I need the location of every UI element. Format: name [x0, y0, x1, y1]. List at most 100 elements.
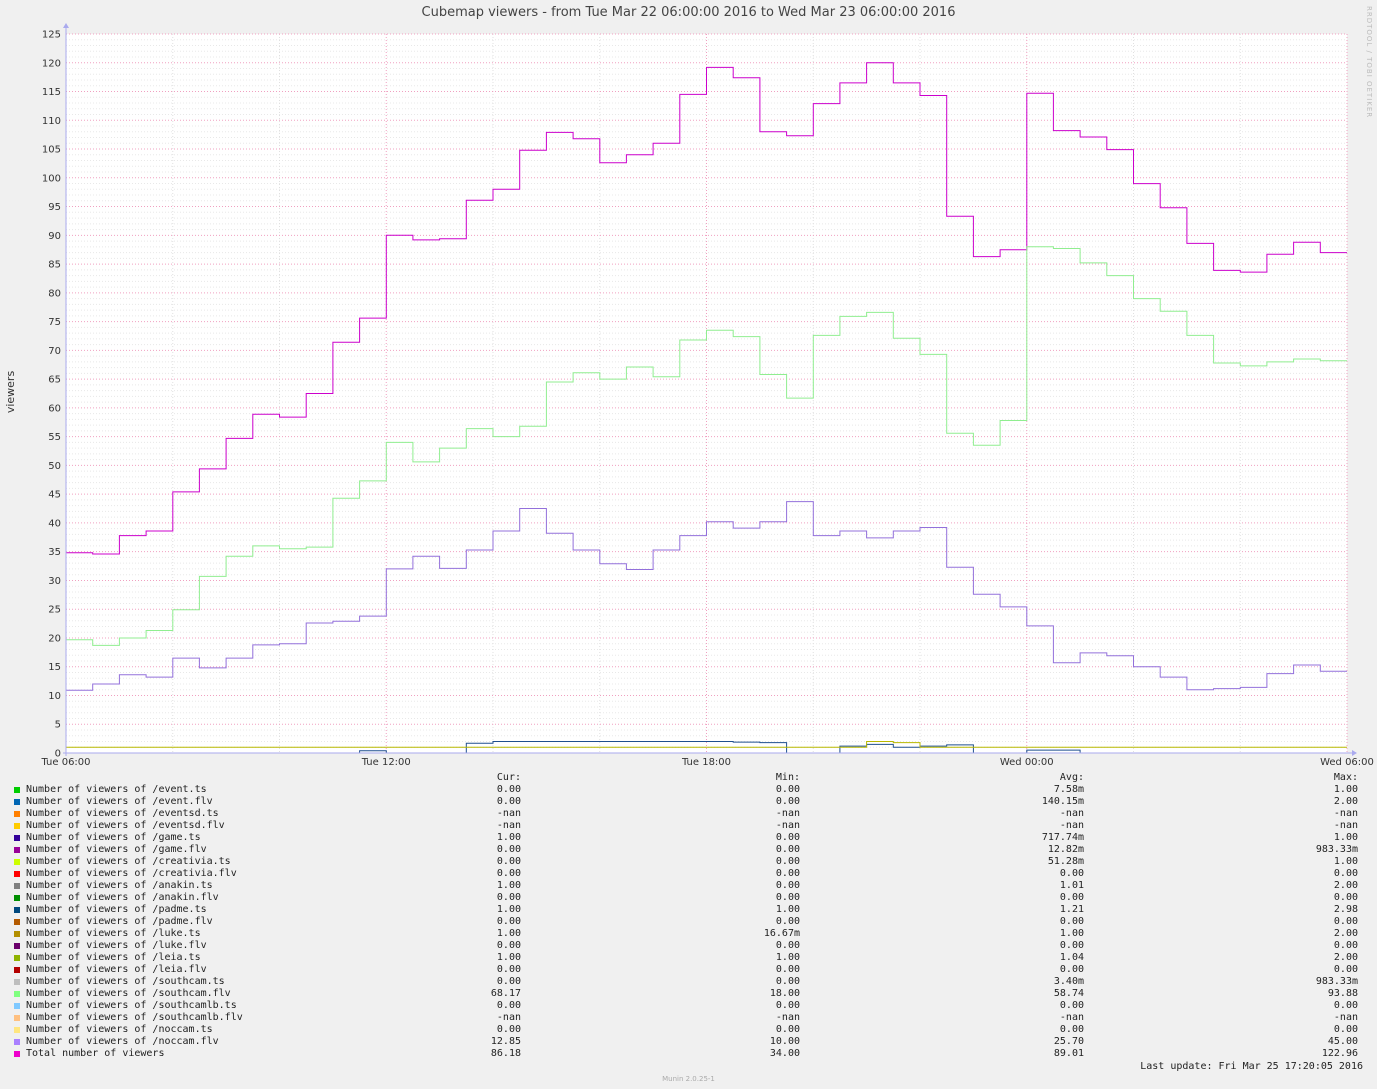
legend-avg-value: 58.74 — [1053, 988, 1084, 999]
y-tick-label: 45 — [48, 490, 61, 501]
legend-swatch — [14, 991, 20, 997]
munin-version-footer: Munin 2.0.25-1 — [662, 1075, 715, 1083]
legend-swatch — [14, 1027, 20, 1033]
y-tick-label: 0 — [55, 749, 61, 760]
y-axis-arrow — [63, 23, 69, 28]
legend-max-value: 0.00 — [1333, 916, 1358, 927]
legend-series-name: Number of viewers of /padme.flv — [26, 916, 213, 927]
legend-max-value: 0.00 — [1333, 892, 1358, 903]
legend-max-value: -nan — [1333, 1012, 1358, 1023]
legend-min-value: 0.00 — [775, 1000, 800, 1011]
legend-min-value: 0.00 — [775, 832, 800, 843]
legend-series-name: Number of viewers of /luke.ts — [26, 928, 201, 939]
legend-max-value: 0.00 — [1333, 1024, 1358, 1035]
legend-series-name: Number of viewers of /anakin.ts — [26, 880, 213, 891]
legend-series-name: Number of viewers of /game.flv — [26, 844, 207, 855]
legend-min-value: 0.00 — [775, 868, 800, 879]
x-tick-label: Tue 18:00 — [681, 757, 731, 768]
legend-row: Number of viewers of /anakin.ts 1.00 0.00 1… — [0, 880, 1377, 892]
legend-max-value: 1.00 — [1333, 832, 1358, 843]
y-tick-label: 90 — [48, 231, 61, 242]
legend-cur-value: 1.00 — [496, 880, 521, 891]
legend-row: Number of viewers of /eventsd.ts -nan -nan… — [0, 808, 1377, 820]
legend-max-value: -nan — [1333, 808, 1358, 819]
y-tick-label: 10 — [48, 691, 61, 702]
legend-swatch — [14, 1015, 20, 1021]
legend-row: Number of viewers of /game.flv 0.00 0.00 12… — [0, 844, 1377, 856]
legend-avg-value: 1.01 — [1059, 880, 1084, 891]
legend-avg-value: -nan — [1059, 808, 1084, 819]
legend-cur-value: 0.00 — [496, 868, 521, 879]
legend-cur-value: 0.00 — [496, 892, 521, 903]
legend-row: Number of viewers of /southcamlb.flv -nan… — [0, 1012, 1377, 1024]
legend-max-value: 983.33m — [1315, 844, 1358, 855]
y-tick-label: 120 — [42, 58, 61, 69]
legend-series-name: Number of viewers of /leia.ts — [26, 952, 201, 963]
legend-min-value: 34.00 — [769, 1048, 800, 1059]
legend-swatch — [14, 1051, 20, 1057]
legend-row: Total number of viewers 86.18 34.00 89.01 12… — [0, 1048, 1377, 1060]
line-chart: 0 5 10 15 20 25 30 35 40 45 50 55 60 65 70 75 80 85 90 95 10… — [4, 23, 1374, 768]
legend-swatch — [14, 1039, 20, 1045]
legend-swatch — [14, 847, 20, 853]
legend-cur-value: 1.00 — [496, 928, 521, 939]
legend-min-value: 16.67m — [763, 928, 800, 939]
legend-series-name: Number of viewers of /leia.flv — [26, 964, 207, 975]
x-tick-label: Tue 06:00 — [40, 757, 90, 768]
legend-swatch — [14, 1003, 20, 1009]
y-tick-label: 15 — [48, 662, 61, 673]
legend-swatch — [14, 835, 20, 841]
legend-min-value: 0.00 — [775, 856, 800, 867]
y-tick-label: 80 — [48, 288, 61, 299]
legend-row: Number of viewers of /southcam.flv 68.17 1… — [0, 988, 1377, 1000]
legend-cur-value: 0.00 — [496, 916, 521, 927]
x-tick-label: Wed 06:00 — [1320, 757, 1374, 768]
legend-series-name: Number of viewers of /southcamlb.ts — [26, 1000, 237, 1011]
legend-max-value: 2.00 — [1333, 796, 1358, 807]
legend-max-value: 0.00 — [1333, 868, 1358, 879]
legend-avg-value: 12.82m — [1047, 844, 1084, 855]
legend-min-value: 0.00 — [775, 880, 800, 891]
legend-min-value: 0.00 — [775, 1024, 800, 1035]
legend-min-value: 18.00 — [769, 988, 800, 999]
legend-series-name: Number of viewers of /event.ts — [26, 784, 207, 795]
legend-cur-value: 1.00 — [496, 952, 521, 963]
y-tick-label: 85 — [48, 260, 61, 271]
legend-avg-value: 717.74m — [1041, 832, 1084, 843]
legend-swatch — [14, 979, 20, 985]
legend-min-value: -nan — [775, 820, 800, 831]
legend-cur-value: -nan — [496, 820, 521, 831]
y-tick-label: 115 — [42, 87, 61, 98]
last-update: Last update: Fri Mar 25 17:20:05 2016 — [1140, 1061, 1363, 1072]
legend-row: Number of viewers of /noccam.ts 0.00 0.00 0… — [0, 1024, 1377, 1036]
legend-min-value: 10.00 — [769, 1036, 800, 1047]
legend-swatch — [14, 811, 20, 817]
legend-swatch — [14, 955, 20, 961]
legend-series-name: Number of viewers of /noccam.flv — [26, 1036, 219, 1047]
legend-max-value: 2.00 — [1333, 928, 1358, 939]
legend-max-value: 93.88 — [1327, 988, 1358, 999]
legend-cur-value: 0.00 — [496, 844, 521, 855]
min-header: Min: — [775, 772, 800, 783]
legend-min-value: -nan — [775, 808, 800, 819]
series-line — [66, 246, 1347, 646]
legend-series-name: Number of viewers of /southcam.flv — [26, 988, 231, 999]
y-tick-label: 60 — [48, 403, 61, 414]
legend-min-value: 0.00 — [775, 976, 800, 987]
x-tick-label: Tue 12:00 — [361, 757, 411, 768]
legend-header: Cur: Min: Avg: Max: — [0, 772, 1377, 784]
legend-min-value: 0.00 — [775, 784, 800, 795]
legend-cur-value: 0.00 — [496, 976, 521, 987]
legend-series-name: Number of viewers of /noccam.ts — [26, 1024, 213, 1035]
chart-axes: 0 5 10 15 20 25 30 35 40 45 50 55 60 65 70 75 80 85 90 95 10… — [40, 23, 1374, 768]
y-axis-label: viewers — [4, 371, 17, 414]
legend-cur-value: 0.00 — [496, 856, 521, 867]
legend-row: Number of viewers of /padme.ts 1.00 1.00 1.… — [0, 904, 1377, 916]
y-tick-label: 105 — [42, 145, 61, 156]
legend-swatch — [14, 871, 20, 877]
legend-cur-value: 0.00 — [496, 940, 521, 951]
legend-series-name: Number of viewers of /creativia.flv — [26, 868, 237, 879]
legend-max-value: -nan — [1333, 820, 1358, 831]
legend-row: Number of viewers of /eventsd.flv -nan -na… — [0, 820, 1377, 832]
legend-cur-value: 0.00 — [496, 964, 521, 975]
